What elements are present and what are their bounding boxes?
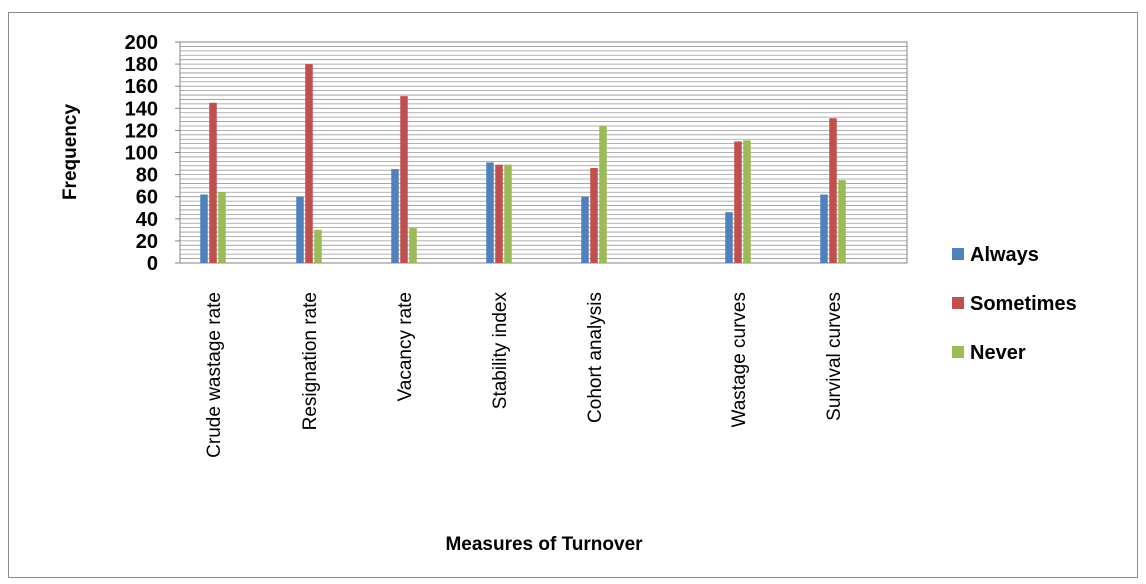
y-tick-label: 100 <box>125 143 158 165</box>
y-tick-label: 200 <box>125 32 158 54</box>
legend-swatch-sometimes <box>952 297 964 309</box>
y-tick-label: 160 <box>125 76 158 98</box>
legend-swatch-never <box>952 346 964 358</box>
bar-always-1 <box>296 196 304 263</box>
bar-sometimes-0 <box>209 102 217 264</box>
x-tick-label: Stability index <box>490 292 511 410</box>
bar-always-5 <box>725 212 733 263</box>
bar-never-5 <box>743 140 751 263</box>
legend-label-always: Always <box>970 244 1039 266</box>
bars <box>200 64 846 264</box>
legend: Always Sometimes Never <box>952 244 1077 364</box>
bar-always-0 <box>200 194 208 263</box>
x-tick-label: Resignation rate <box>300 292 321 430</box>
x-axis-title: Measures of Turnover <box>445 534 643 555</box>
x-tick-label: Crude wastage rate <box>204 292 225 458</box>
gridlines <box>179 41 908 264</box>
chart-frame <box>8 12 1138 578</box>
y-axis-title: Frequency <box>60 104 81 201</box>
y-tick-label: 20 <box>136 231 158 253</box>
bar-sometimes-3 <box>495 164 503 263</box>
bar-always-2 <box>391 169 399 263</box>
y-tick-label: 140 <box>125 98 158 120</box>
bar-sometimes-1 <box>305 64 313 263</box>
bar-always-4 <box>581 196 589 263</box>
bar-never-2 <box>409 227 417 263</box>
x-tick-label: Survival curves <box>824 292 845 421</box>
bar-never-1 <box>314 229 322 263</box>
bar-always-3 <box>486 162 494 263</box>
y-tick-label: 180 <box>125 54 158 76</box>
x-tick-label: Cohort analysis <box>585 292 606 423</box>
y-tick-label: 0 <box>147 253 158 275</box>
legend-label-sometimes: Sometimes <box>970 293 1077 315</box>
bar-sometimes-5 <box>734 141 742 263</box>
legend-label-never: Never <box>970 342 1026 364</box>
bar-never-6 <box>838 180 846 263</box>
bar-never-4 <box>599 125 607 263</box>
y-tick-label: 80 <box>136 165 158 187</box>
x-tick-label: Wastage curves <box>729 292 750 428</box>
bar-sometimes-2 <box>400 96 408 264</box>
y-tick-label: 60 <box>136 187 158 209</box>
x-axis: Crude wastage rate Resignation rate Vacanc… <box>204 292 845 458</box>
y-tick-label: 120 <box>125 120 158 142</box>
x-tick-label: Vacancy rate <box>395 292 416 401</box>
bar-sometimes-4 <box>590 167 598 263</box>
bar-never-0 <box>218 192 226 263</box>
legend-swatch-always <box>952 248 964 260</box>
bar-sometimes-6 <box>829 118 837 264</box>
bar-never-3 <box>504 164 512 263</box>
y-tick-label: 40 <box>136 209 158 231</box>
bar-always-6 <box>820 194 828 263</box>
